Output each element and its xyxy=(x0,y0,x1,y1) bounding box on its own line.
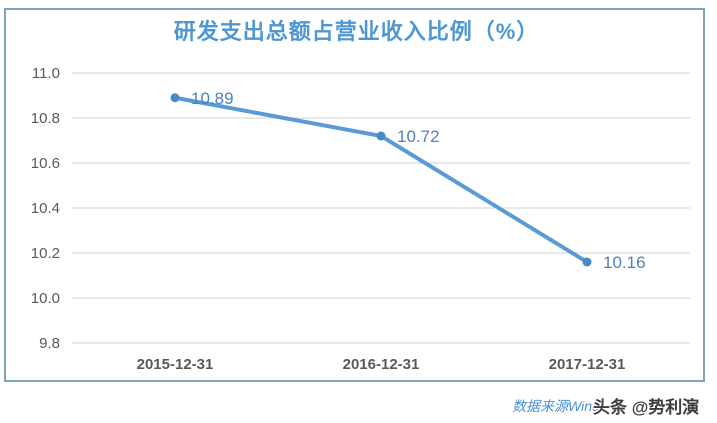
x-tick-label: 2016-12-31 xyxy=(343,356,420,373)
chart-frame xyxy=(4,8,705,382)
y-tick-label: 10.0 xyxy=(31,290,60,307)
watermark-text: 头条 @势利演 xyxy=(593,398,700,417)
y-tick-label: 10.2 xyxy=(31,245,60,262)
x-tick-label: 2015-12-31 xyxy=(137,356,214,373)
y-tick-label: 9.8 xyxy=(39,335,60,352)
data-point xyxy=(376,131,386,141)
y-tick-label: 10.6 xyxy=(31,155,60,172)
y-tick-label: 10.8 xyxy=(31,110,60,127)
data-source-text: 数据来源Wind xyxy=(512,398,600,414)
x-tick-label: 2017-12-31 xyxy=(549,356,626,373)
y-tick-label: 10.4 xyxy=(31,200,60,217)
data-point-label: 10.72 xyxy=(397,127,440,146)
data-point xyxy=(582,257,592,267)
y-tick-label: 11.0 xyxy=(32,65,60,82)
data-point-label: 10.89 xyxy=(191,89,234,108)
chart-title: 研发支出总额占营业收入比例（%） xyxy=(173,19,540,44)
data-point xyxy=(170,93,180,103)
data-point-label: 10.16 xyxy=(603,253,646,272)
series-line xyxy=(173,95,589,264)
